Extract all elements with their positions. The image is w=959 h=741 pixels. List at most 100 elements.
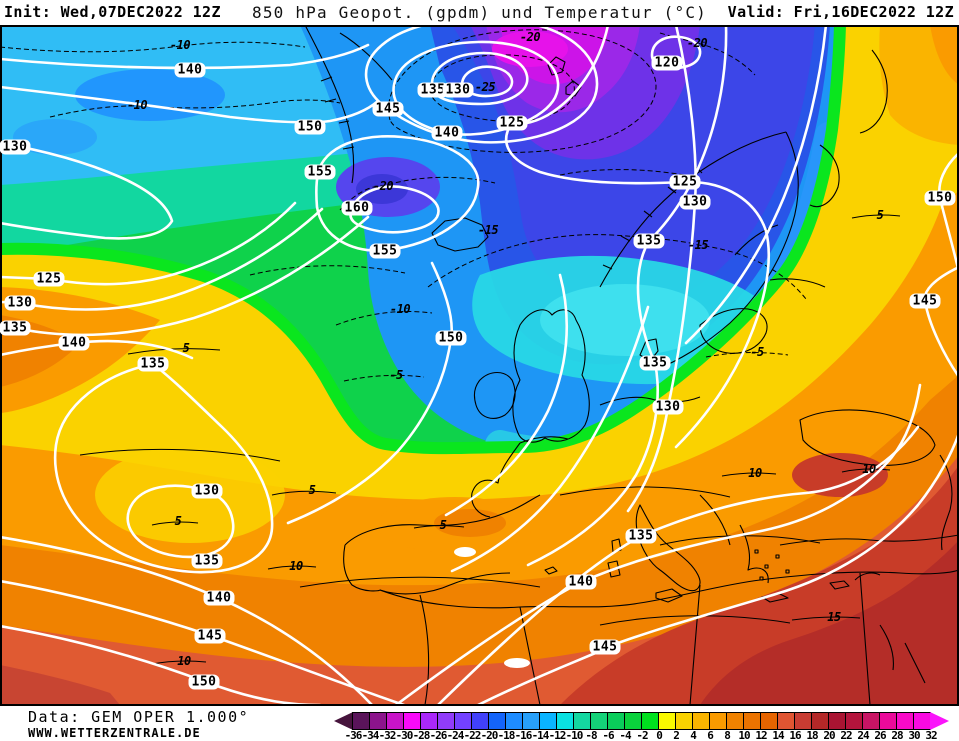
legend-tick-label: -22 — [463, 729, 482, 741]
footer-bar: Data: GEM OPER 1.000° WWW.WETTERZENTRALE… — [0, 706, 959, 741]
temperature-label: 5 — [308, 483, 316, 497]
temperature-label: 5 — [439, 518, 447, 532]
legend-swatch — [386, 713, 403, 729]
legend-swatch — [641, 713, 658, 729]
legend-swatch — [624, 713, 641, 729]
legend-swatch — [437, 713, 454, 729]
temperature-label: 10 — [748, 466, 762, 480]
legend-swatch — [828, 713, 845, 729]
geopotential-label: 130 — [191, 483, 223, 499]
legend-tick-label: -24 — [446, 729, 465, 741]
legend-tick-label: -8 — [585, 729, 597, 741]
legend-swatch — [369, 713, 386, 729]
legend-swatch — [726, 713, 743, 729]
legend-tick-label: 0 — [656, 729, 663, 741]
legend-swatch — [556, 713, 573, 729]
legend-arrow-left-icon — [334, 712, 353, 730]
geopotential-label: 155 — [369, 243, 401, 259]
legend-swatch — [811, 713, 828, 729]
geopotential-label: 130 — [442, 82, 474, 98]
legend-tick-label: -18 — [497, 729, 516, 741]
temperature-label: -5 — [389, 368, 403, 382]
temperature-label: 5 — [876, 208, 884, 222]
geopotential-label: 140 — [174, 62, 206, 78]
legend-swatch — [607, 713, 624, 729]
legend-swatch — [692, 713, 709, 729]
legend-swatch — [590, 713, 607, 729]
legend-swatch — [777, 713, 794, 729]
geopotential-label: 135 — [0, 320, 31, 336]
geopotential-label: 130 — [652, 399, 684, 415]
temperature-label: -10 — [169, 38, 191, 52]
map-border — [0, 25, 959, 706]
temperature-label: -20 — [686, 36, 708, 50]
legend-tick-label: -10 — [565, 729, 584, 741]
legend-swatch — [488, 713, 505, 729]
temperature-label: -5 — [750, 345, 764, 359]
valid-label: Valid: Fri,16DEC2022 12Z — [727, 3, 954, 21]
geopotential-label: 125 — [496, 115, 528, 131]
geopotential-label: 150 — [188, 674, 220, 690]
legend-tick-label: -34 — [361, 729, 380, 741]
geopotential-label: 145 — [194, 628, 226, 644]
legend-tick-label: 4 — [690, 729, 697, 741]
legend-tick-label: 18 — [806, 729, 818, 741]
geopotential-label: 150 — [924, 190, 956, 206]
temperature-label: 10 — [177, 654, 191, 668]
legend-swatch — [896, 713, 913, 729]
legend-swatch — [403, 713, 420, 729]
temperature-label: -15 — [477, 223, 499, 237]
legend-tick-label: 20 — [823, 729, 835, 741]
legend-swatch — [454, 713, 471, 729]
temperature-label: -20 — [372, 179, 394, 193]
weather-map: 140 130 150 135 130 145 125 140 155 160 155 120 125 1… — [0, 25, 959, 706]
legend-tick-label: 6 — [707, 729, 714, 741]
geopotential-label: 150 — [294, 119, 326, 135]
geopotential-label: 130 — [4, 295, 36, 311]
map-canvas — [0, 25, 959, 706]
legend-color-bar — [352, 712, 931, 730]
website-label: WWW.WETTERZENTRALE.DE — [28, 726, 201, 740]
legend-tick-label: -20 — [480, 729, 499, 741]
legend-swatch — [845, 713, 862, 729]
geopotential-label: 120 — [651, 55, 683, 71]
geopotential-label: 155 — [304, 164, 336, 180]
legend-tick-label: 2 — [673, 729, 680, 741]
legend-tick-label: -28 — [412, 729, 431, 741]
geopotential-label: 130 — [0, 139, 31, 155]
temperature-label: -15 — [687, 238, 709, 252]
geopotential-label: 145 — [372, 101, 404, 117]
coastlines-layer — [304, 25, 959, 706]
geopotential-label: 125 — [33, 271, 65, 287]
data-source-label: Data: GEM OPER 1.000° — [28, 708, 250, 726]
legend-swatch — [743, 713, 760, 729]
legend-swatch — [879, 713, 896, 729]
geopotential-label: 135 — [417, 82, 449, 98]
legend-swatch — [760, 713, 777, 729]
map-title: 850 hPa Geopot. (gpdm) und Temperatur (°… — [252, 3, 707, 22]
geopotential-label: 145 — [909, 293, 941, 309]
geopotential-label: 150 — [435, 330, 467, 346]
geopotential-label: 140 — [203, 590, 235, 606]
temperature-contours-layer — [0, 29, 901, 665]
legend-tick-label: -30 — [395, 729, 414, 741]
legend-tick-label: 26 — [874, 729, 886, 741]
legend-swatch — [862, 713, 879, 729]
legend-tick-label: 24 — [857, 729, 869, 741]
temperature-label: 10 — [289, 559, 303, 573]
legend-tick-label: 10 — [738, 729, 750, 741]
legend-tick-label: -36 — [344, 729, 363, 741]
legend-swatch — [658, 713, 675, 729]
temperature-label: -10 — [126, 98, 148, 112]
legend-tick-label: 28 — [891, 729, 903, 741]
temperature-label: -10 — [389, 302, 411, 316]
legend-swatch — [675, 713, 692, 729]
legend-tick-label: 32 — [925, 729, 937, 741]
header-bar: Init: Wed,07DEC2022 12Z 850 hPa Geopot. … — [0, 0, 959, 25]
legend-tick-label: 8 — [724, 729, 731, 741]
temperature-label: 5 — [182, 341, 190, 355]
legend-arrow-right-icon — [930, 712, 949, 730]
legend-tick-label: -14 — [531, 729, 550, 741]
legend-swatch — [709, 713, 726, 729]
